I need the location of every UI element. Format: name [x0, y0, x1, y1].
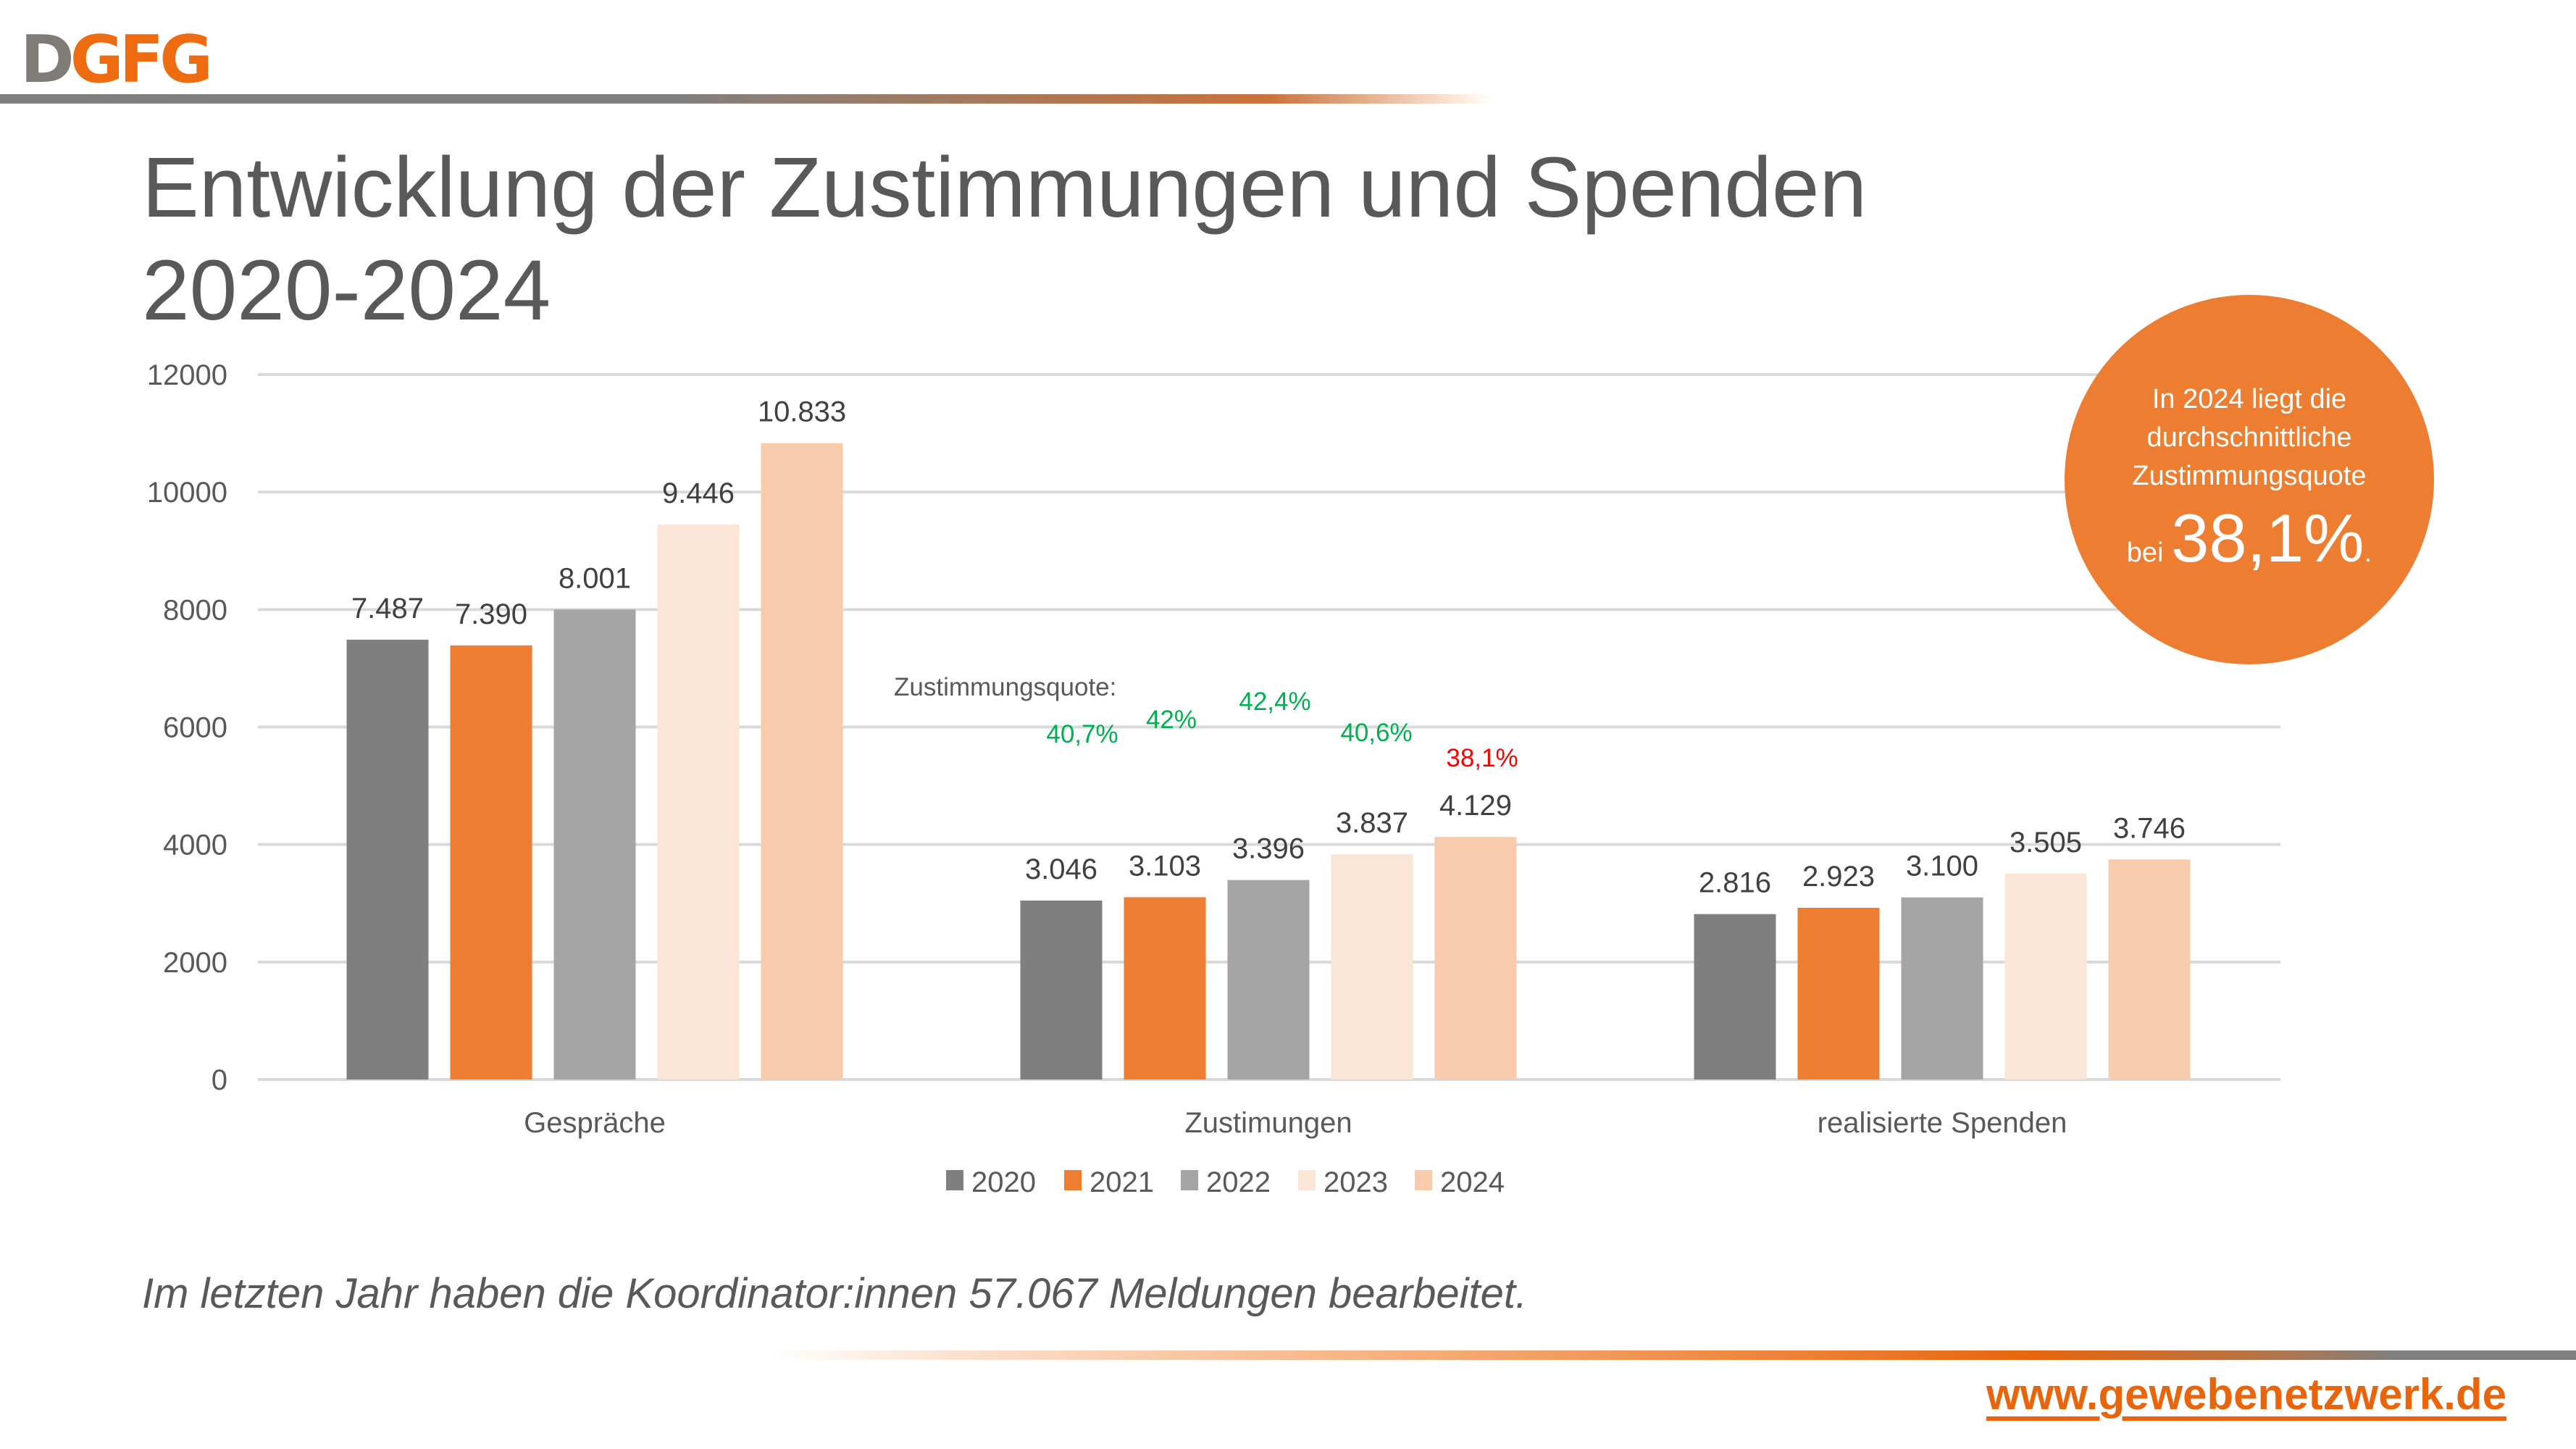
logo-letter-d: D — [20, 22, 75, 98]
y-tick-label: 4000 — [163, 830, 227, 861]
legend-label: 2021 — [1090, 1166, 1154, 1198]
legend-label: 2022 — [1206, 1166, 1271, 1198]
bar-2021 — [450, 645, 532, 1080]
data-label: 9.446 — [662, 477, 735, 509]
x-tick-label: Gespräche — [524, 1107, 666, 1139]
data-label: 3.103 — [1129, 850, 1201, 882]
website-link[interactable]: www.gewebenetzwerk.de — [1986, 1370, 2506, 1419]
callout-line: durchschnittliche — [2146, 422, 2352, 453]
callout-value: 38,1% — [2171, 500, 2364, 576]
bar-2024 — [2108, 859, 2191, 1080]
bar-2023 — [657, 525, 740, 1080]
rate-annotation-2024: 38,1% — [1446, 744, 1518, 772]
bar-2021 — [1797, 907, 1880, 1080]
data-label: 3.837 — [1336, 807, 1408, 839]
data-label: 3.100 — [1906, 851, 1978, 882]
legend-label: 2020 — [971, 1166, 1036, 1198]
data-label: 2.816 — [1699, 867, 1771, 899]
legend-swatch-2023 — [1298, 1170, 1316, 1190]
legend-label: 2023 — [1323, 1166, 1388, 1198]
legend-label: 2024 — [1440, 1166, 1505, 1198]
data-label: 7.487 — [351, 593, 424, 625]
x-tick-label: Zustimungen — [1184, 1107, 1352, 1139]
title-line-2: 2020-2024 — [142, 243, 551, 338]
bar-2023 — [2004, 873, 2087, 1080]
legend-swatch-2020 — [946, 1170, 963, 1190]
rate-annotation-2021: 42% — [1146, 706, 1197, 734]
data-label: 3.746 — [2113, 812, 2186, 844]
y-tick-label: 10000 — [147, 477, 227, 509]
callout-value-line: bei 38,1%. — [2065, 499, 2434, 577]
footnote: Im letzten Jahr haben die Koordinator:in… — [142, 1270, 1528, 1317]
rate-annotation-2023: 40,6% — [1340, 719, 1412, 747]
bar-2021 — [1124, 897, 1206, 1080]
bar-2024 — [761, 443, 843, 1080]
callout-line: In 2024 liegt die — [2151, 384, 2347, 414]
callout-prefix: bei — [2126, 538, 2164, 568]
data-label: 3.046 — [1025, 853, 1097, 885]
bar-2020 — [1694, 914, 1776, 1080]
header-gradient-bar — [0, 94, 1492, 104]
bar-2022 — [553, 609, 636, 1080]
callout-suffix: . — [2364, 538, 2372, 568]
y-tick-label: 12000 — [147, 359, 227, 391]
data-label: 4.129 — [1439, 790, 1512, 822]
callout-text: In 2024 liegt die durchschnittliche Zust… — [2065, 380, 2434, 496]
legend-swatch-2021 — [1064, 1170, 1082, 1190]
data-label: 3.396 — [1232, 833, 1305, 865]
bar-2020 — [346, 639, 429, 1080]
bar-2023 — [1331, 853, 1413, 1080]
y-tick-label: 6000 — [163, 712, 227, 744]
logo-letters-gfg: GFG — [70, 22, 213, 98]
bar-2020 — [1020, 901, 1103, 1080]
bar-2022 — [1901, 897, 1983, 1080]
callout-line: Zustimmungsquote — [2132, 461, 2367, 491]
page-title: Entwicklung der Zustimmungen und Spenden… — [142, 136, 1867, 342]
dgfg-logo: DGFG — [20, 28, 213, 93]
y-tick-label: 2000 — [163, 947, 227, 979]
y-tick-label: 8000 — [163, 594, 227, 626]
legend-swatch-2022 — [1181, 1170, 1198, 1190]
footer-gradient-bar — [768, 1350, 2576, 1360]
rate-annotation-2022: 42,4% — [1239, 688, 1310, 716]
bar-2022 — [1227, 880, 1310, 1080]
data-label: 8.001 — [559, 562, 631, 594]
y-tick-label: 0 — [212, 1064, 227, 1096]
data-label: 2.923 — [1802, 861, 1875, 893]
rate-annotation-label: Zustimmungsquote: — [894, 673, 1116, 701]
data-label: 7.390 — [455, 598, 527, 630]
legend-swatch-2024 — [1415, 1170, 1432, 1190]
data-label: 3.505 — [2010, 827, 2082, 859]
rate-annotation-2020: 40,7% — [1046, 720, 1118, 748]
callout-circle: In 2024 liegt die durchschnittliche Zust… — [2065, 295, 2434, 664]
data-label: 10.833 — [758, 396, 846, 428]
title-line-1: Entwicklung der Zustimmungen und Spenden — [142, 140, 1868, 235]
x-tick-label: realisierte Spenden — [1818, 1107, 2067, 1139]
bar-2024 — [1434, 837, 1517, 1080]
